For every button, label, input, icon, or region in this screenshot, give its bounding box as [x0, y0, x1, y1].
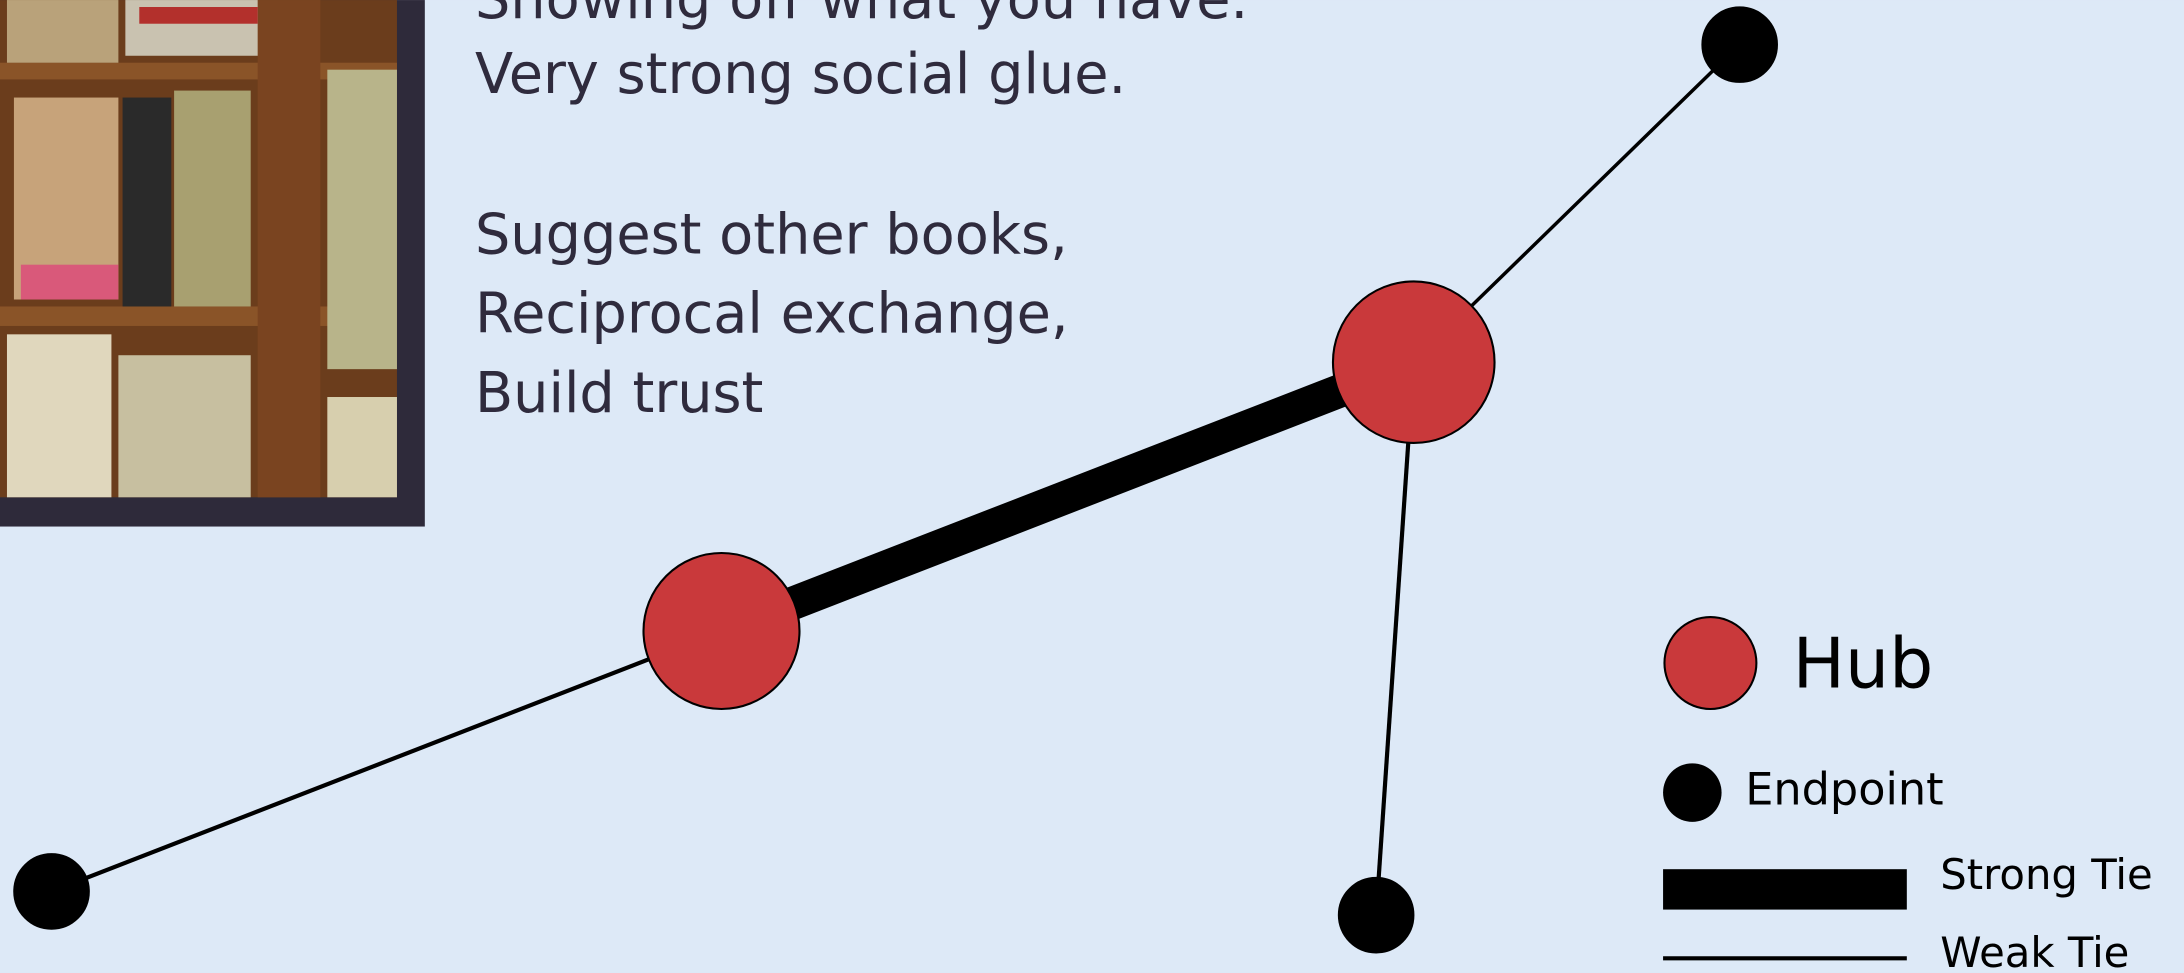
endpoint-node	[13, 853, 90, 930]
text-line: Suggest other books,	[475, 202, 1068, 267]
text-line: Build trust	[475, 361, 763, 426]
legend-hub-icon	[1663, 616, 1758, 711]
legend-label: Hub	[1793, 624, 1934, 705]
text-line: Very strong social glue.	[475, 42, 1126, 107]
legend: Hub Endpoint Strong Tie Weak Tie	[1663, 616, 2153, 973]
legend-label: Endpoint	[1745, 764, 1943, 816]
bookshelf-photo	[0, 0, 425, 527]
weak-tie	[50, 629, 723, 894]
text-line: Reciprocal exchange,	[475, 282, 1069, 347]
strong-tie	[715, 346, 1420, 647]
legend-label: Weak Tie	[1940, 928, 2129, 973]
legend-endpoint-icon	[1663, 763, 1722, 822]
network	[13, 6, 1778, 954]
legend-strong-icon	[1663, 869, 1907, 910]
hub-node	[1331, 280, 1496, 445]
text-line: Showing off what you have.	[475, 0, 1248, 32]
endpoint-node	[1337, 876, 1415, 954]
hub-node	[642, 551, 801, 711]
endpoint-node	[1701, 6, 1778, 83]
weak-tie	[1374, 362, 1416, 916]
legend-label: Strong Tie	[1940, 850, 2152, 899]
